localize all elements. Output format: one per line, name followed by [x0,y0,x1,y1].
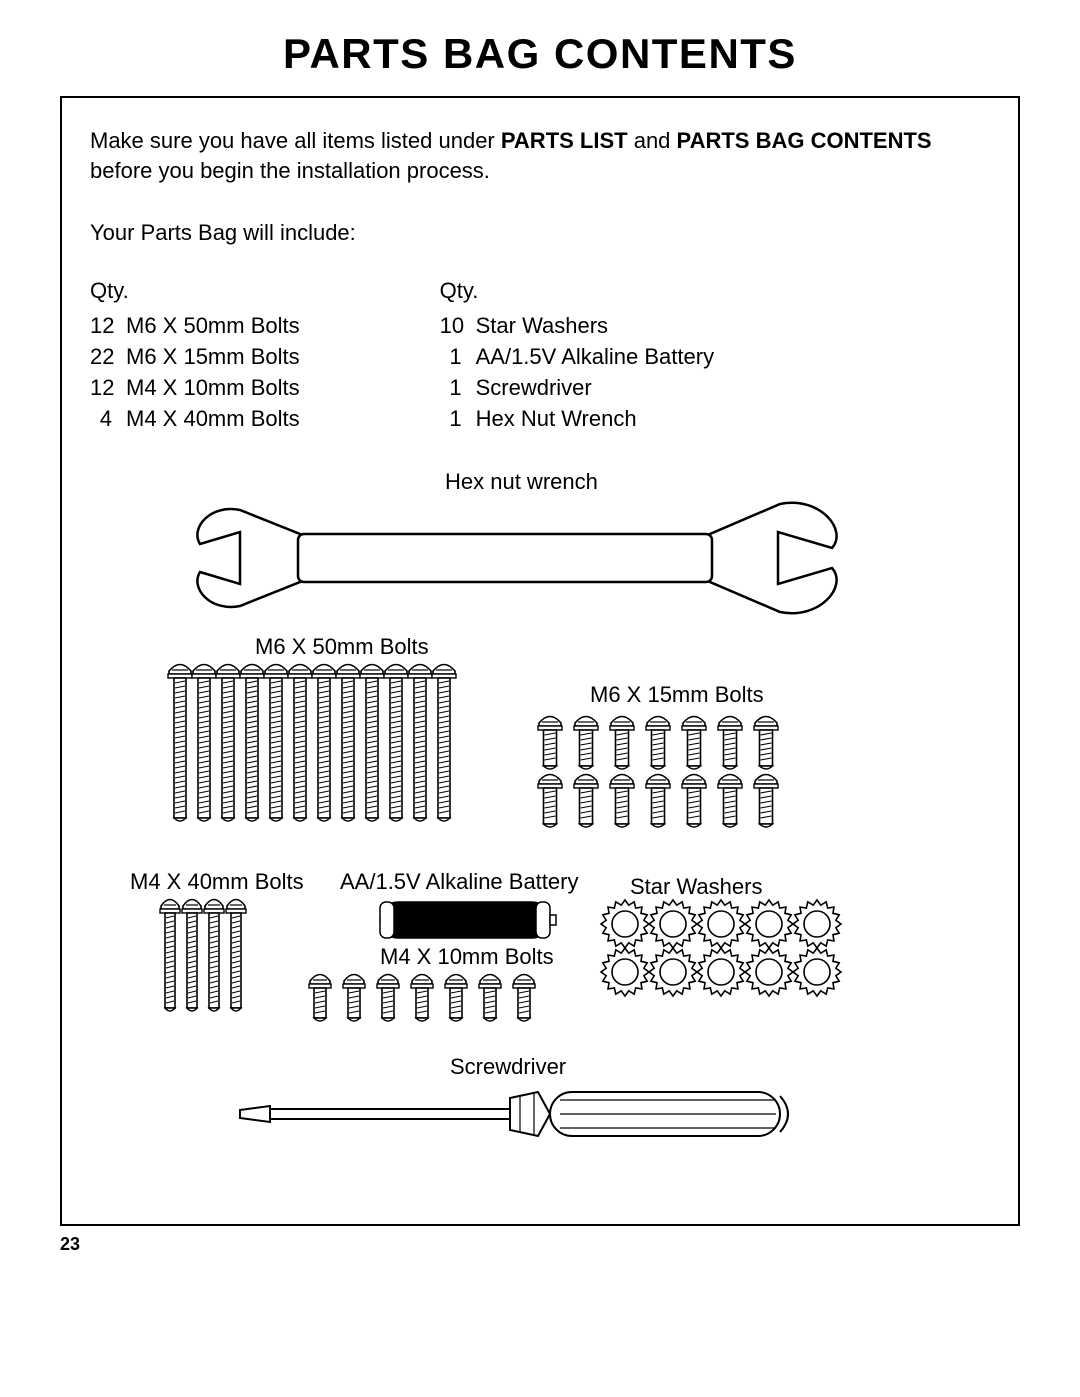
parts-name: M6 X 50mm Bolts [126,311,300,342]
wrench-icon [197,503,836,613]
page-number: 23 [60,1234,1020,1255]
intro-bold-2: PARTS BAG CONTENTS [677,128,932,153]
parts-row: 12M4 X 10mm Bolts [90,373,300,404]
parts-name: Star Washers [476,311,608,342]
parts-qty: 1 [440,404,476,435]
intro-pre: Make sure you have all items listed unde… [90,128,501,153]
intro-bold-1: PARTS LIST [501,128,628,153]
parts-qty: 10 [440,311,476,342]
parts-row: 1Screwdriver [440,373,714,404]
battery-icon [380,902,556,938]
parts-row: 1Hex Nut Wrench [440,404,714,435]
parts-qty: 4 [90,404,126,435]
qty-header-1: Qty. [90,276,300,307]
parts-columns: Qty. 12M6 X 50mm Bolts22M6 X 15mm Bolts1… [90,276,990,434]
intro-post: before you begin the installation proces… [90,158,490,183]
parts-row: 12M6 X 50mm Bolts [90,311,300,342]
page-title: PARTS BAG CONTENTS [60,30,1020,78]
parts-qty: 1 [440,373,476,404]
star-washers-icon [601,900,841,996]
parts-col-2: Qty. 10Star Washers1AA/1.5V Alkaline Bat… [440,276,714,434]
parts-qty: 1 [440,342,476,373]
parts-name: AA/1.5V Alkaline Battery [476,342,714,373]
screwdriver-icon [240,1092,788,1136]
parts-qty: 22 [90,342,126,373]
parts-row: 4M4 X 40mm Bolts [90,404,300,435]
parts-name: M4 X 40mm Bolts [126,404,300,435]
include-line: Your Parts Bag will include: [90,220,990,246]
parts-row: 22M6 X 15mm Bolts [90,342,300,373]
parts-name: Screwdriver [476,373,592,404]
parts-col-1: Qty. 12M6 X 50mm Bolts22M6 X 15mm Bolts1… [90,276,300,434]
parts-row: 1AA/1.5V Alkaline Battery [440,342,714,373]
parts-qty: 12 [90,311,126,342]
m4x10-bolts-icon [309,975,535,1022]
m6x15-bolts-icon [538,717,778,828]
m4x40-bolts-icon [160,900,246,1012]
parts-name: M6 X 15mm Bolts [126,342,300,373]
intro-text: Make sure you have all items listed unde… [90,126,990,185]
m6x50-bolts-icon [168,665,456,822]
parts-name: M4 X 10mm Bolts [126,373,300,404]
diagram-area: Hex nut wrench M6 X 50mm Bolts M6 X 15mm… [90,464,990,1184]
content-box: Make sure you have all items listed unde… [60,96,1020,1226]
parts-name: Hex Nut Wrench [476,404,637,435]
qty-header-2: Qty. [440,276,714,307]
parts-qty: 12 [90,373,126,404]
parts-diagram-svg [90,464,990,1184]
intro-mid: and [628,128,677,153]
parts-row: 10Star Washers [440,311,714,342]
